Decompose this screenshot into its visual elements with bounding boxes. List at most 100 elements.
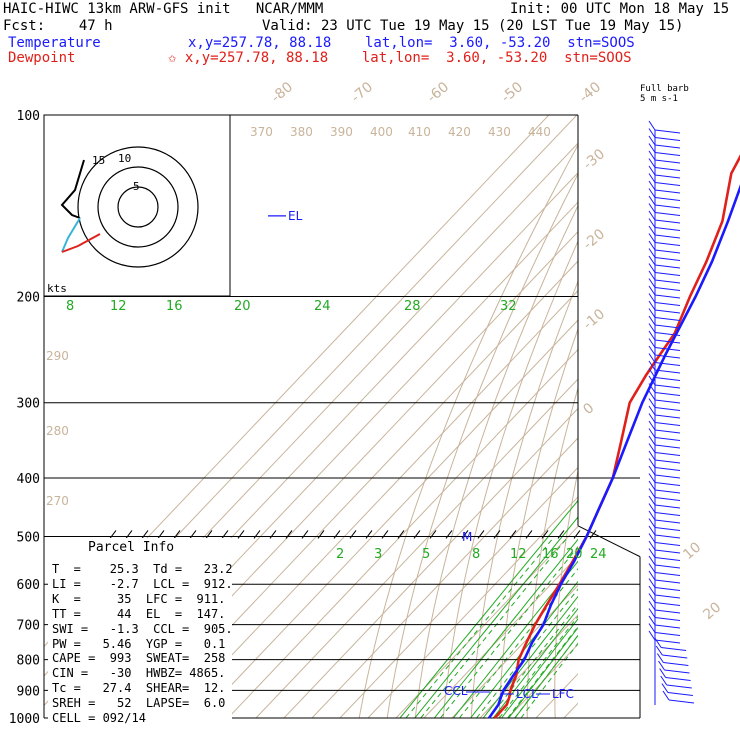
mixing-ratio-label: 20	[566, 547, 583, 562]
pressure-tick-label: 900	[17, 684, 40, 699]
wind-barb-flag	[648, 120, 656, 131]
wind-barb	[654, 287, 681, 291]
wind-barb-flag	[648, 405, 656, 416]
wind-barb	[654, 339, 681, 344]
wind-barb-flag	[648, 158, 656, 168]
hodograph-frame	[43, 114, 231, 297]
wind-barb	[654, 639, 681, 644]
hodograph-ring	[117, 186, 159, 228]
wind-barb	[654, 204, 681, 209]
mixing-ratio-label: 32	[500, 299, 517, 314]
wind-barb-flag	[648, 240, 656, 251]
dry-adiabat-line	[498, 327, 578, 718]
melting-level-hatch	[189, 530, 197, 539]
wind-barb-flag	[648, 488, 656, 498]
level-marker-lcl: LCL	[516, 687, 538, 701]
wind-barb	[654, 302, 681, 306]
isotherm-label: -50	[498, 79, 526, 106]
mixing-ratio-label: 24	[314, 299, 331, 314]
dewpoint-trace	[487, 184, 740, 719]
melting-level-hatch	[333, 530, 341, 539]
isotherm-label: 20	[700, 599, 724, 623]
wind-barb	[654, 534, 681, 539]
isotherm-label: -80	[268, 79, 296, 106]
mixing-ratio-label: 8	[472, 547, 480, 562]
dry-adiabat-line	[442, 239, 578, 718]
mixing-ratio-line	[501, 618, 578, 718]
parcel-info-row: K = 35 LFC = 911.	[52, 591, 226, 606]
wind-barb	[664, 669, 690, 674]
wind-barb-flag	[648, 233, 656, 243]
mixing-ratio-line	[453, 560, 578, 718]
wind-barb	[654, 242, 681, 246]
wind-barb-flag	[648, 293, 656, 303]
mixing-ratio-line	[399, 499, 578, 718]
wind-barb-flag	[648, 435, 656, 446]
hodograph-ring	[77, 146, 199, 268]
melting-level-hatch	[317, 530, 325, 539]
wind-barb-flag	[648, 443, 656, 453]
wind-barb-flag	[648, 180, 656, 191]
pressure-tick-label: 100	[17, 109, 40, 124]
dry-adiabat-line	[633, 115, 740, 718]
theta-label: 410	[408, 125, 431, 139]
theta-label: 440	[528, 125, 551, 139]
wind-barb-flag	[648, 270, 656, 281]
moist-adiabat-line	[440, 546, 578, 718]
dry-adiabat-line	[681, 115, 740, 718]
moist-adiabat-line	[488, 603, 578, 718]
wind-barb	[654, 624, 681, 629]
isotherm-line	[199, 319, 578, 718]
wind-barb-flag	[648, 450, 656, 461]
melting-level-hatch	[381, 530, 389, 539]
parcel-info-row: LI = -2.7 LCL = 912.	[52, 576, 233, 591]
parcel-info-row: CIN = -30 HWBZ= 4865.	[52, 666, 226, 681]
theta-label: 400	[370, 125, 393, 139]
moist-adiabat-line	[520, 642, 578, 718]
wind-barb-flag	[648, 353, 656, 363]
wind-barb-flag	[648, 555, 656, 566]
wind-barb-flag	[648, 195, 656, 206]
wind-barb-flag	[656, 653, 664, 663]
wind-barb-flag	[648, 225, 656, 236]
dry-adiabat-line	[386, 172, 578, 718]
isotherm-label: -40	[576, 79, 604, 106]
wind-barb	[654, 294, 681, 299]
wind-barb	[654, 429, 681, 434]
wind-barb-flag	[648, 615, 656, 626]
melting-level-hatch	[445, 530, 453, 539]
wind-barb	[667, 692, 693, 696]
wind-barb	[654, 459, 681, 464]
melting-level-hatch	[509, 530, 517, 539]
melting-level-hatch	[589, 530, 597, 539]
isotherm-line	[395, 525, 578, 718]
mixing-ratio-label: 2	[336, 547, 344, 562]
pressure-tick-label: 700	[17, 619, 40, 634]
theta-label: 420	[448, 125, 471, 139]
wind-barb-flag	[648, 480, 656, 491]
parcel-info-row: CELL = 092/14	[52, 711, 146, 725]
isotherm-label: -60	[424, 79, 452, 106]
melting-level-hatch	[285, 530, 293, 539]
wind-barb	[654, 489, 681, 494]
wind-barb-flag	[648, 360, 656, 371]
pressure-tick-label: 800	[17, 654, 40, 669]
isotherm-line	[367, 496, 578, 718]
wind-barb-flag	[648, 383, 656, 393]
melting-level-hatch	[413, 530, 421, 539]
hodograph-ring-label: 5	[133, 180, 140, 193]
wind-barb	[654, 234, 681, 239]
mixing-ratio-label: 28	[404, 299, 421, 314]
wind-barb-flag	[648, 173, 656, 183]
mixing-ratio-label: 8	[66, 299, 74, 314]
hodograph-ring-label: 15	[92, 154, 105, 167]
wind-barb	[654, 482, 681, 486]
isotherm-line	[451, 584, 578, 718]
isotherm-label: -10	[580, 306, 608, 333]
wind-barb-flag	[661, 683, 669, 693]
isotherm-line	[255, 378, 578, 718]
wind-barb	[654, 549, 681, 554]
wind-barb-flag	[648, 308, 656, 318]
wind-barb-flag	[648, 578, 656, 588]
